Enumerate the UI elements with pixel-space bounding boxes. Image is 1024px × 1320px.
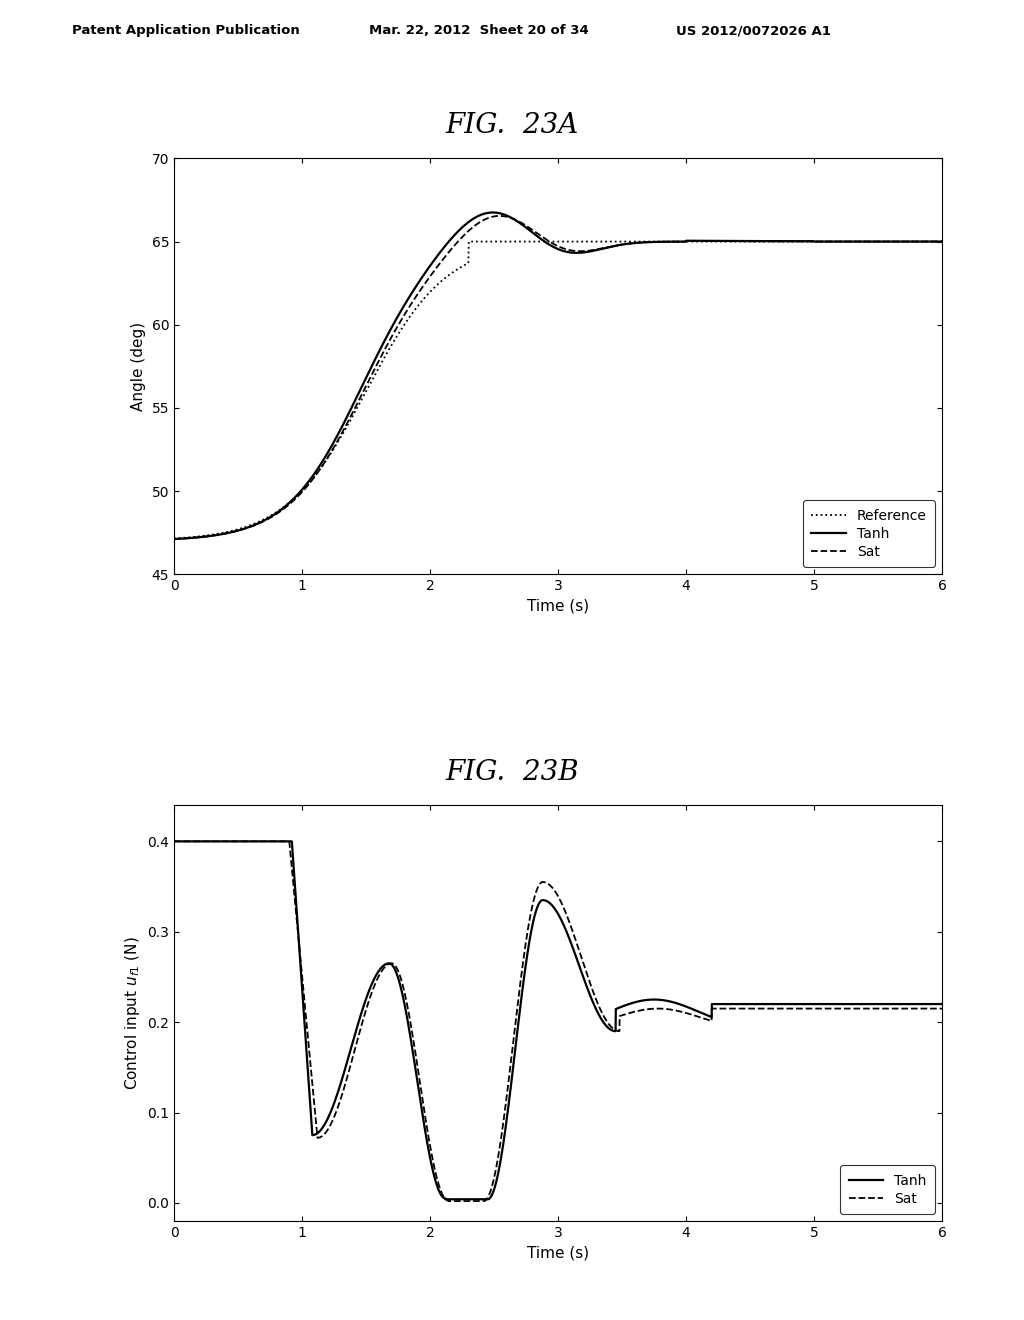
Tanh — [486, 205, 499, 220]
Sat — [936, 1001, 948, 1016]
Sat — [463, 1193, 475, 1209]
Sat — [521, 219, 534, 235]
Text: US 2012/0072026 A1: US 2012/0072026 A1 — [676, 24, 830, 37]
Sat — [936, 234, 948, 249]
Tanh — [168, 833, 180, 849]
Sat — [773, 234, 785, 249]
Sat — [301, 1023, 313, 1039]
X-axis label: Time (s): Time (s) — [527, 1245, 589, 1261]
Sat — [442, 1193, 455, 1209]
Tanh — [463, 1192, 475, 1208]
Y-axis label: Angle (deg): Angle (deg) — [131, 322, 146, 411]
Reference — [463, 234, 475, 249]
Tanh — [914, 234, 927, 249]
Text: FIG.  23B: FIG. 23B — [445, 759, 579, 785]
Line: Sat: Sat — [174, 216, 942, 539]
Sat — [207, 528, 219, 544]
Tanh — [936, 997, 948, 1012]
Tanh — [936, 234, 948, 249]
Line: Sat: Sat — [174, 841, 942, 1201]
Sat — [494, 209, 506, 224]
Sat — [168, 531, 180, 546]
Sat — [542, 232, 554, 248]
Tanh — [496, 1143, 508, 1159]
Sat — [496, 1123, 508, 1139]
Tanh — [256, 833, 268, 849]
Reference — [542, 234, 554, 249]
Legend: Tanh, Sat: Tanh, Sat — [841, 1166, 935, 1214]
Text: FIG.  23A: FIG. 23A — [445, 112, 579, 139]
Line: Tanh: Tanh — [174, 213, 942, 539]
Reference — [521, 234, 534, 249]
Y-axis label: Control input $u_{f1}$ (N): Control input $u_{f1}$ (N) — [123, 936, 141, 1090]
Reference — [936, 234, 948, 249]
Tanh — [839, 997, 851, 1012]
Tanh — [773, 234, 785, 249]
Reference — [168, 531, 180, 546]
Sat — [921, 1001, 933, 1016]
Tanh — [301, 1055, 313, 1071]
Reference — [913, 234, 926, 249]
Tanh — [913, 234, 926, 249]
Tanh — [921, 997, 933, 1012]
Sat — [913, 234, 926, 249]
Tanh — [521, 220, 534, 236]
Tanh — [542, 236, 554, 252]
Text: Patent Application Publication: Patent Application Publication — [72, 24, 299, 37]
Line: Reference: Reference — [174, 242, 942, 539]
Tanh — [207, 528, 219, 544]
Reference — [773, 234, 785, 249]
Legend: Reference, Tanh, Sat: Reference, Tanh, Sat — [803, 500, 935, 568]
X-axis label: Time (s): Time (s) — [527, 598, 589, 614]
Sat — [168, 833, 180, 849]
Sat — [914, 234, 927, 249]
Reference — [207, 527, 219, 543]
Tanh — [439, 1192, 452, 1208]
Text: Mar. 22, 2012  Sheet 20 of 34: Mar. 22, 2012 Sheet 20 of 34 — [369, 24, 589, 37]
Sat — [256, 833, 268, 849]
Tanh — [168, 531, 180, 546]
Reference — [914, 234, 927, 249]
Sat — [839, 1001, 851, 1016]
Line: Tanh: Tanh — [174, 841, 942, 1200]
